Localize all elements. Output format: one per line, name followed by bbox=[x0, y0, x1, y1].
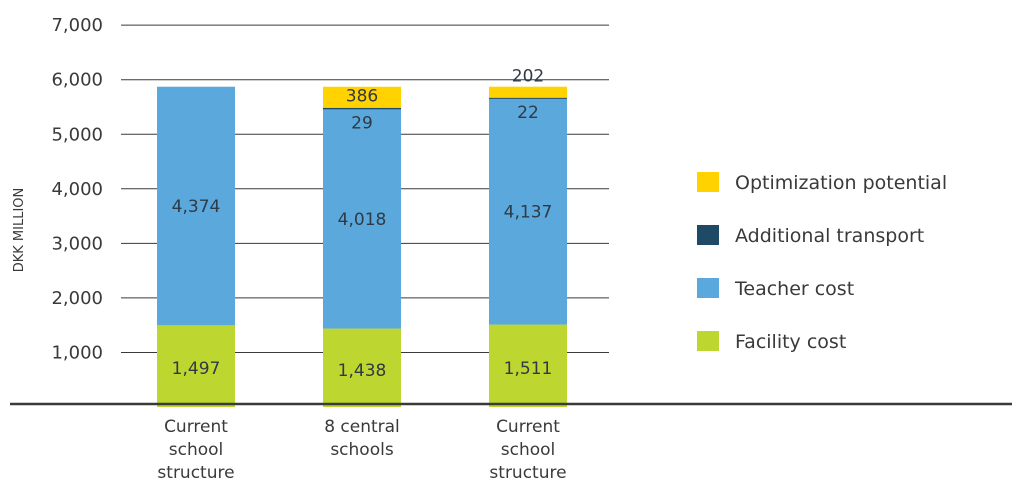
data-label: 4,137 bbox=[504, 203, 553, 223]
bar-segment-teacher-cost bbox=[157, 86, 235, 326]
data-label: 1,497 bbox=[172, 359, 221, 379]
bar-segment-facility-cost bbox=[323, 328, 401, 407]
y-tick-label: 5,000 bbox=[51, 124, 103, 145]
category-label: structure bbox=[489, 463, 566, 483]
bar-segment-optimization-potential bbox=[489, 86, 567, 98]
category-label: structure bbox=[157, 463, 234, 483]
category-label: schools bbox=[330, 440, 394, 460]
legend-label: Facility cost bbox=[735, 331, 846, 353]
legend-label: Optimization potential bbox=[735, 172, 947, 194]
bar-segment-optimization-potential bbox=[323, 86, 401, 108]
legend-swatch bbox=[697, 225, 719, 245]
bar-segment-facility-cost bbox=[157, 325, 235, 407]
y-axis-title: DKK MILLION bbox=[12, 188, 27, 273]
data-label: 29 bbox=[351, 113, 373, 133]
legend-swatch bbox=[697, 172, 719, 192]
bar-segment-teacher-cost bbox=[323, 109, 401, 329]
legend-swatch bbox=[697, 278, 719, 298]
category-label: Current bbox=[164, 417, 228, 437]
category-label: school bbox=[501, 440, 556, 460]
y-tick-label: 2,000 bbox=[51, 288, 103, 309]
y-tick-label: 1,000 bbox=[51, 342, 103, 363]
category-label: Current bbox=[496, 417, 560, 437]
category-label: school bbox=[169, 440, 224, 460]
legend-label: Additional transport bbox=[735, 225, 924, 247]
bar-segment-teacher-cost bbox=[489, 98, 567, 325]
legend-swatch bbox=[697, 331, 719, 351]
data-label: 22 bbox=[517, 103, 539, 123]
legend-label: Teacher cost bbox=[734, 278, 854, 300]
bar-segment-additional-transport bbox=[323, 107, 401, 110]
y-tick-label: 4,000 bbox=[51, 179, 103, 200]
data-label: 4,018 bbox=[338, 210, 387, 230]
data-label: 386 bbox=[346, 87, 378, 107]
category-label: 8 central bbox=[324, 417, 400, 437]
data-label: 1,438 bbox=[338, 361, 387, 381]
y-tick-label: 7,000 bbox=[51, 15, 103, 36]
data-label: 202 bbox=[512, 67, 544, 87]
data-label: 4,374 bbox=[172, 197, 221, 217]
bar-segment-additional-transport bbox=[489, 97, 567, 99]
bar-segment-facility-cost bbox=[489, 324, 567, 407]
y-tick-label: 6,000 bbox=[51, 70, 103, 91]
data-label: 1,511 bbox=[504, 359, 553, 379]
y-tick-label: 3,000 bbox=[51, 233, 103, 254]
